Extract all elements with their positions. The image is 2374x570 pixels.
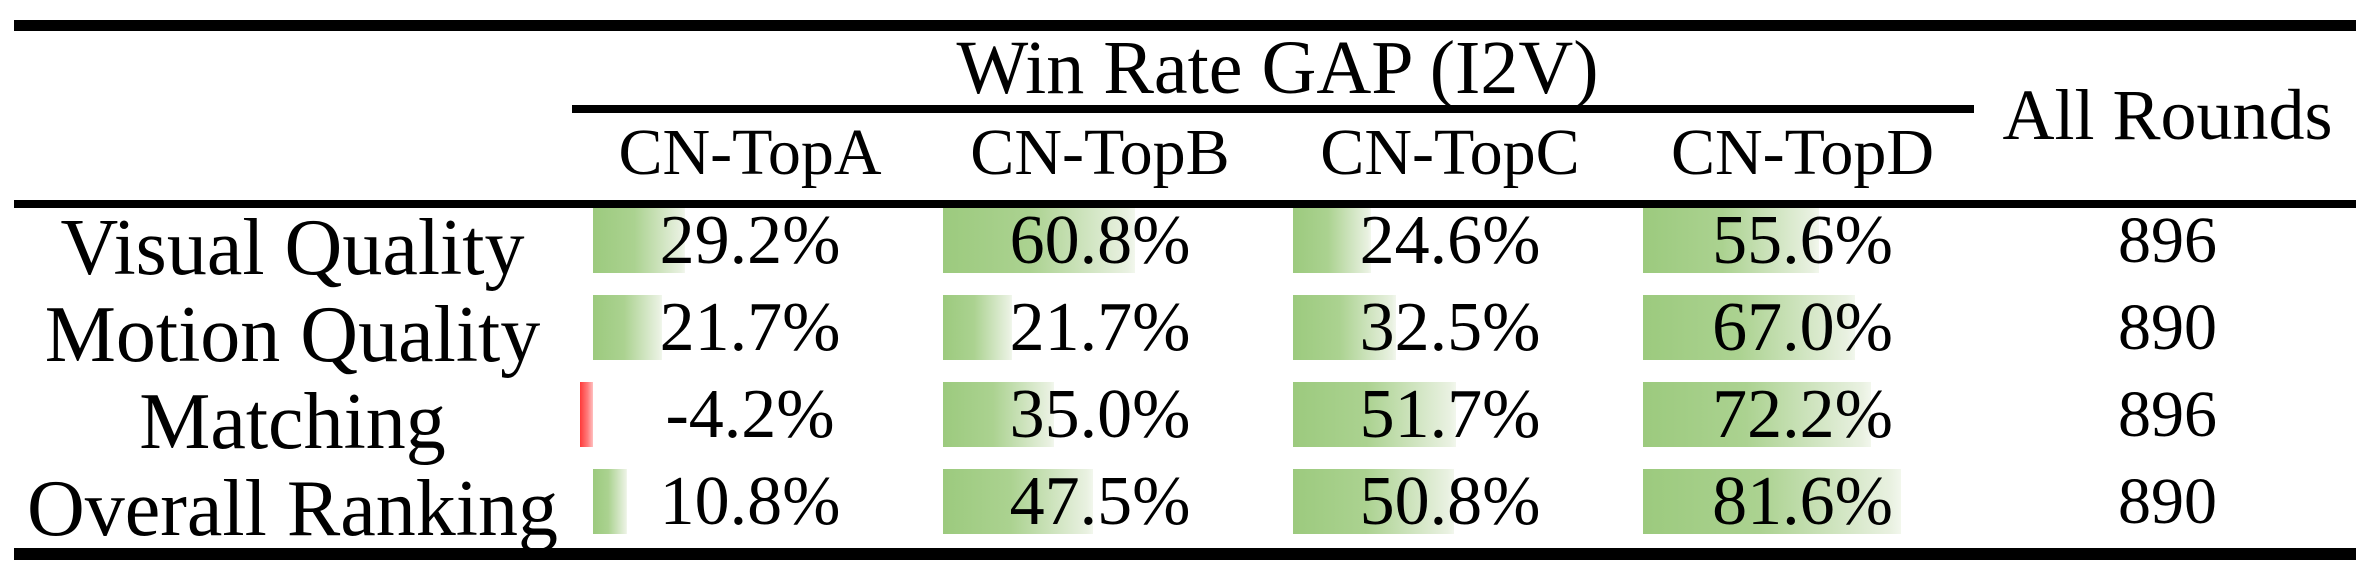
table-row: Overall Ranking 10.8% 47.5% 50.8% 81.6% … [0,463,2374,554]
cell-value: 81.6% [1712,462,1893,540]
cell-value: 35.0% [1009,375,1191,453]
data-cell: 47.5% [925,463,1275,540]
bottom-rule [14,548,2356,560]
data-cell: 35.0% [925,376,1275,453]
header-rule [14,200,2356,208]
data-cell: 55.6% [1625,202,1980,279]
all-rounds-cell: 896 [2118,203,2217,277]
data-cell: 32.5% [1275,289,1625,366]
row-label: Visual Quality [60,204,525,292]
cell-value: 51.7% [1359,375,1541,453]
cell-value: 55.6% [1712,201,1893,279]
cell-value: 50.8% [1359,462,1541,540]
all-rounds-cell: 890 [2118,290,2217,364]
data-cell: -4.2% [575,376,925,453]
cell-value: 29.2% [659,201,841,279]
data-cell: 51.7% [1275,376,1625,453]
column-header-cn-topa: CN-TopA [618,116,882,189]
cell-value: -4.2% [665,375,835,453]
data-bar [580,382,593,447]
data-cell: 81.6% [1625,463,1980,540]
table-row: Visual Quality 29.2% 60.8% 24.6% 55.6% 8… [0,202,2374,293]
data-cell: 10.8% [575,463,925,540]
column-header-cn-topd: CN-TopD [1670,116,1935,189]
cell-value: 24.6% [1359,201,1541,279]
data-cell: 60.8% [925,202,1275,279]
data-bar [1293,382,1456,447]
data-cell: 72.2% [1625,376,1980,453]
table-row: Motion Quality 21.7% 21.7% 32.5% 67.0% 8… [0,289,2374,380]
data-cell: 67.0% [1625,289,1980,366]
data-bar [593,208,685,273]
row-label: Motion Quality [44,291,541,379]
data-bar [1643,208,1819,273]
cell-value: 60.8% [1009,201,1191,279]
data-bar [593,295,662,360]
data-cell: 21.7% [925,289,1275,366]
row-label: Overall Ranking [27,465,558,553]
cell-value: 67.0% [1712,288,1893,366]
group-header: Win Rate GAP (I2V) [956,25,1599,110]
cell-value: 47.5% [1009,462,1191,540]
all-rounds-cell: 896 [2118,377,2217,451]
all-rounds-cell: 890 [2118,464,2217,538]
data-bar [943,382,1054,447]
data-cell: 29.2% [575,202,925,279]
data-cell: 24.6% [1275,202,1625,279]
cell-value: 72.2% [1712,375,1893,453]
data-bar [1293,469,1454,534]
cell-value: 21.7% [659,288,841,366]
data-bar [593,469,627,534]
all-rounds-header: All Rounds [2002,75,2333,155]
column-header-cn-topc: CN-TopC [1320,116,1580,189]
data-bar [943,295,1012,360]
column-header-cn-topb: CN-TopB [970,116,1230,189]
data-cell: 50.8% [1275,463,1625,540]
data-bar [943,469,1093,534]
data-bar [1643,469,1901,534]
data-bar [1293,295,1396,360]
cell-value: 32.5% [1359,288,1541,366]
top-rule [14,20,2356,31]
data-bar [943,208,1135,273]
cell-value: 21.7% [1009,288,1191,366]
data-bar [1643,295,1855,360]
data-cell: 21.7% [575,289,925,366]
row-label: Matching [139,378,446,466]
data-bar [1643,382,1871,447]
group-header-rule [572,105,1974,113]
cell-value: 10.8% [659,462,841,540]
table-row: Matching -4.2% 35.0% 51.7% 72.2% 896 [0,376,2374,467]
data-bar [1293,208,1371,273]
